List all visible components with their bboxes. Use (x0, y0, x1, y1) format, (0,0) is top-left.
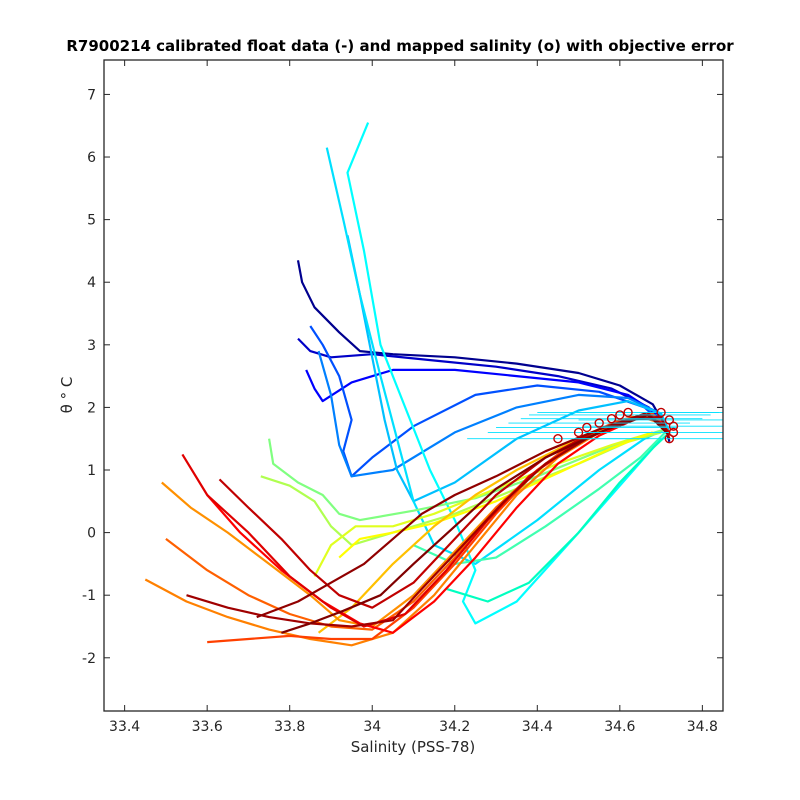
y-tick-label: 5 (87, 213, 96, 229)
y-tick-label: 3 (87, 338, 96, 354)
x-tick-label: 34.6 (604, 719, 635, 735)
mapped-salinity-marker-4 (606, 413, 617, 424)
x-tick-label: 33.4 (109, 719, 140, 735)
profile-line-7 (346, 122, 662, 625)
profile-line-0 (296, 260, 671, 443)
plot-area (103, 59, 724, 712)
mapped-salinity-marker-9 (668, 421, 679, 431)
y-tick-label: 7 (87, 87, 96, 103)
x-tick-label: 33.6 (192, 719, 223, 735)
x-tick-label: 34.2 (439, 719, 470, 735)
profile-line-19 (206, 415, 666, 634)
profile-line-2 (305, 368, 671, 434)
profile-line-5 (346, 235, 671, 503)
mapped-salinity-marker-6 (623, 407, 633, 418)
x-tick-label: 34.8 (687, 719, 718, 735)
profile-line-3 (309, 325, 666, 478)
x-axis: 33.4 33.6 33.8 34 34.2 34.4 34.6 34.8 (109, 60, 718, 735)
mapped-salinity-marker-0 (553, 434, 563, 444)
y-tick-label: 0 (87, 526, 96, 542)
profile-line-4 (317, 350, 671, 478)
mapped-salinity-marker-7 (656, 407, 666, 418)
mapped-salinity-marker-10 (668, 427, 679, 438)
profile-line-8 (446, 431, 671, 603)
mapped-salinity-marker-11 (664, 434, 675, 444)
y-tick-label: -2 (82, 651, 96, 667)
plot-frame (103, 59, 724, 712)
x-tick-label: 34 (363, 719, 381, 735)
y-tick-label: 2 (87, 400, 96, 416)
profile-line-10 (268, 428, 666, 522)
y-tick-label: 4 (87, 275, 96, 291)
x-tick-label: 33.8 (274, 719, 305, 735)
y-tick-label: -1 (82, 588, 96, 604)
y-axis: -2 -1 0 1 2 3 4 5 6 7 (82, 87, 723, 667)
y-axis-label: θ ° C (58, 377, 76, 414)
mapped-salinity-marker-3 (594, 418, 604, 428)
mapped-salinity-marker-5 (615, 410, 625, 420)
mapped-salinity-marker-8 (664, 415, 675, 425)
y-tick-label: 6 (87, 150, 96, 166)
y-tick-label: 1 (87, 463, 96, 479)
x-tick-label: 34.4 (522, 719, 553, 735)
profile-line-13 (338, 431, 654, 559)
mapped-salinity-marker-2 (582, 422, 592, 433)
x-axis-label: Salinity (PSS-78) (351, 738, 476, 756)
profile-line-12 (313, 431, 654, 577)
mapped-salinity-marker-1 (573, 427, 584, 438)
chart-title: R7900214 calibrated float data (-) and m… (66, 37, 734, 55)
profile-line-23 (256, 412, 666, 619)
